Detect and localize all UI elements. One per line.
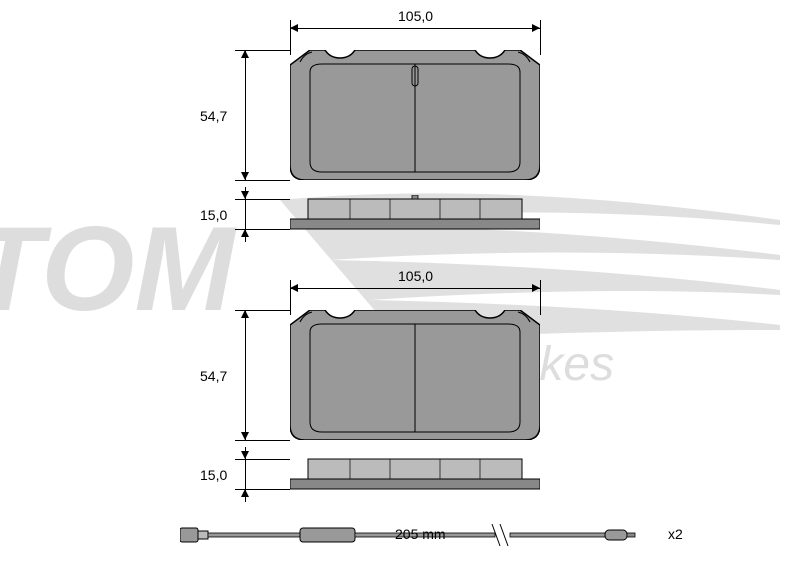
- arrow: [241, 432, 249, 440]
- dim-line: [245, 310, 246, 440]
- brake-pad-top-side: [290, 195, 540, 231]
- arrow: [290, 284, 298, 292]
- arrow: [290, 24, 298, 32]
- dim-width-top: 105,0: [398, 8, 433, 24]
- dim-line: [290, 288, 540, 289]
- arrow: [241, 451, 249, 459]
- arrow: [241, 50, 249, 58]
- ext-line: [235, 199, 290, 200]
- dim-height-top: 54,7: [200, 108, 227, 124]
- dim-height-bottom: 54,7: [200, 368, 227, 384]
- dim-line: [245, 50, 246, 180]
- ext-line: [235, 180, 290, 181]
- brake-pad-bottom-face: [290, 310, 540, 440]
- ext-line: [235, 459, 290, 460]
- arrow: [241, 191, 249, 199]
- dim-width-bottom: 105,0: [398, 268, 433, 284]
- brake-pad-bottom-side: [290, 455, 540, 491]
- ext-line: [235, 440, 290, 441]
- arrow: [241, 229, 249, 237]
- brake-pad-top-face: [290, 50, 540, 180]
- dim-thickness-top: 15,0: [200, 207, 227, 223]
- arrow: [241, 310, 249, 318]
- arrow: [241, 489, 249, 497]
- arrow: [532, 24, 540, 32]
- arrow: [241, 172, 249, 180]
- sensor-length-label: 205 mm: [395, 526, 446, 542]
- ext-line: [540, 20, 541, 55]
- ext-line: [540, 280, 541, 315]
- dim-line: [290, 28, 540, 29]
- dim-thickness-bottom: 15,0: [200, 467, 227, 483]
- sensor-qty-label: x2: [668, 526, 683, 542]
- arrow: [532, 284, 540, 292]
